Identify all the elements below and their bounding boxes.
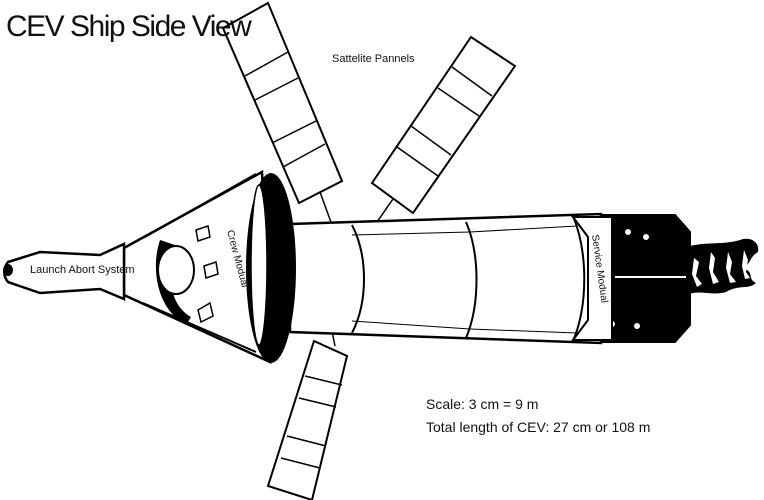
solar-panel-upper-left	[221, 1, 344, 226]
diagram-title: CEV Ship Side View	[6, 10, 252, 43]
thruster-icon	[625, 229, 631, 235]
total-length-note: Total length of CEV: 27 cm or 108 m	[426, 419, 650, 435]
scale-note: Scale: 3 cm = 9 m	[426, 396, 538, 412]
crew-window	[195, 225, 211, 242]
crew-module	[122, 169, 296, 364]
solar-panel-upper-right	[370, 35, 517, 223]
solar-panel-lower	[266, 321, 349, 500]
launch-abort-system-label: Launch Abort System	[30, 264, 135, 276]
main-body	[288, 212, 613, 345]
crew-window	[197, 301, 214, 324]
crew-window	[203, 261, 219, 279]
thruster-icon	[634, 323, 640, 329]
launch-abort-system	[3, 242, 126, 301]
engine-exhaust	[678, 238, 759, 294]
crew-window	[157, 245, 195, 295]
satellite-panels-label: Sattelite Pannels	[332, 53, 415, 65]
thruster-icon	[643, 234, 649, 240]
service-module	[600, 214, 691, 343]
